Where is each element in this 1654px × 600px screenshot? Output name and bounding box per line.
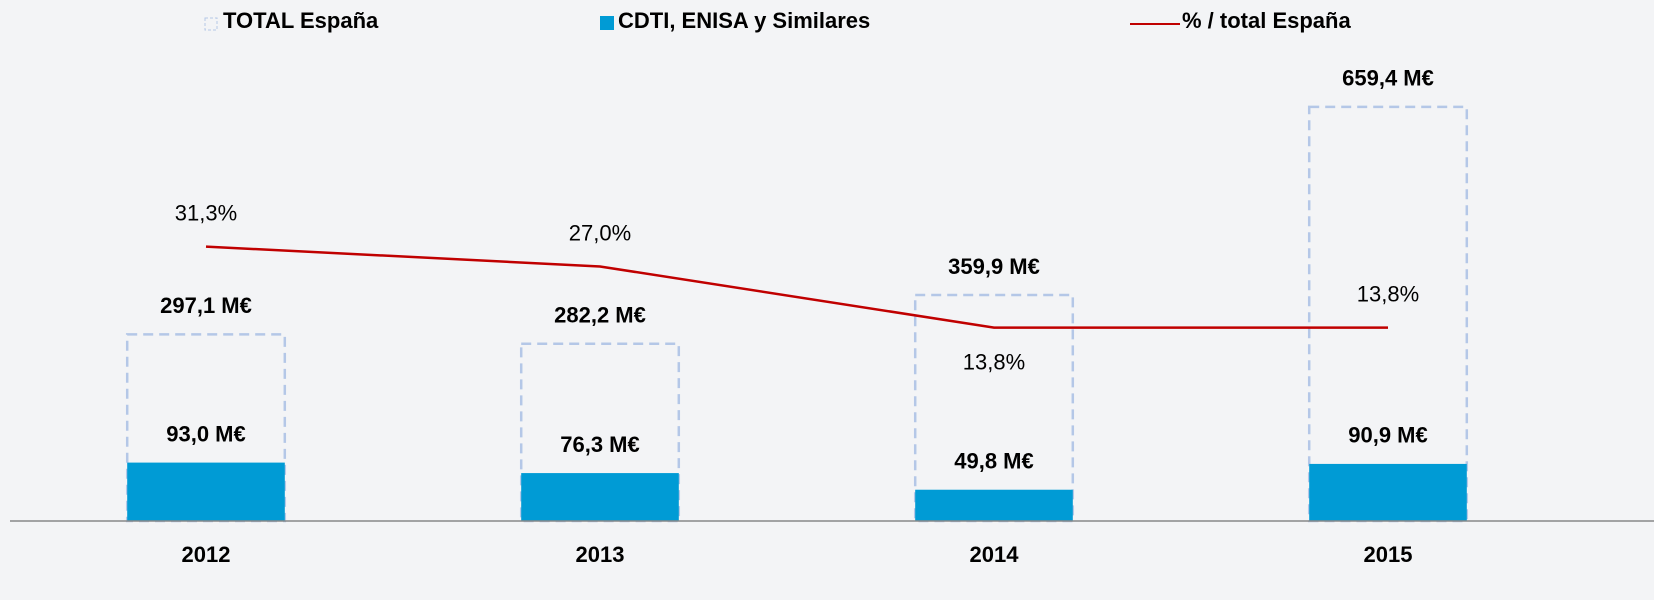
data-label: 13,8% xyxy=(963,349,1025,374)
data-label: 93,0 M€ xyxy=(166,421,246,446)
legend-swatch xyxy=(204,17,218,31)
total-bar xyxy=(519,342,681,523)
bar xyxy=(1309,463,1467,521)
legend-label: TOTAL España xyxy=(223,8,379,33)
data-label: 90,9 M€ xyxy=(1348,423,1428,448)
data-label: 27,0% xyxy=(569,220,631,245)
data-label: 359,9 M€ xyxy=(948,254,1040,279)
legend-label: CDTI, ENISA y Similares xyxy=(618,8,870,33)
data-label: 297,1 M€ xyxy=(160,293,252,318)
total-bar xyxy=(1307,105,1469,523)
data-label: 49,8 M€ xyxy=(954,449,1034,474)
bar xyxy=(127,462,285,521)
x-tick-label: 2013 xyxy=(576,542,625,567)
data-label: 31,3% xyxy=(175,200,237,225)
total-bar xyxy=(913,293,1075,523)
bar xyxy=(915,489,1073,521)
x-tick-label: 2014 xyxy=(970,542,1020,567)
line-series xyxy=(205,245,1388,329)
data-label: 76,3 M€ xyxy=(560,432,640,457)
x-tick-label: 2015 xyxy=(1364,542,1413,567)
x-tick-label: 2012 xyxy=(182,542,231,567)
data-label: 13,8% xyxy=(1357,281,1419,306)
legend-swatch xyxy=(600,16,614,30)
bar xyxy=(521,473,679,521)
legend-label: % / total España xyxy=(1182,8,1351,33)
data-label: 282,2 M€ xyxy=(554,303,646,328)
data-label: 659,4 M€ xyxy=(1342,66,1434,91)
